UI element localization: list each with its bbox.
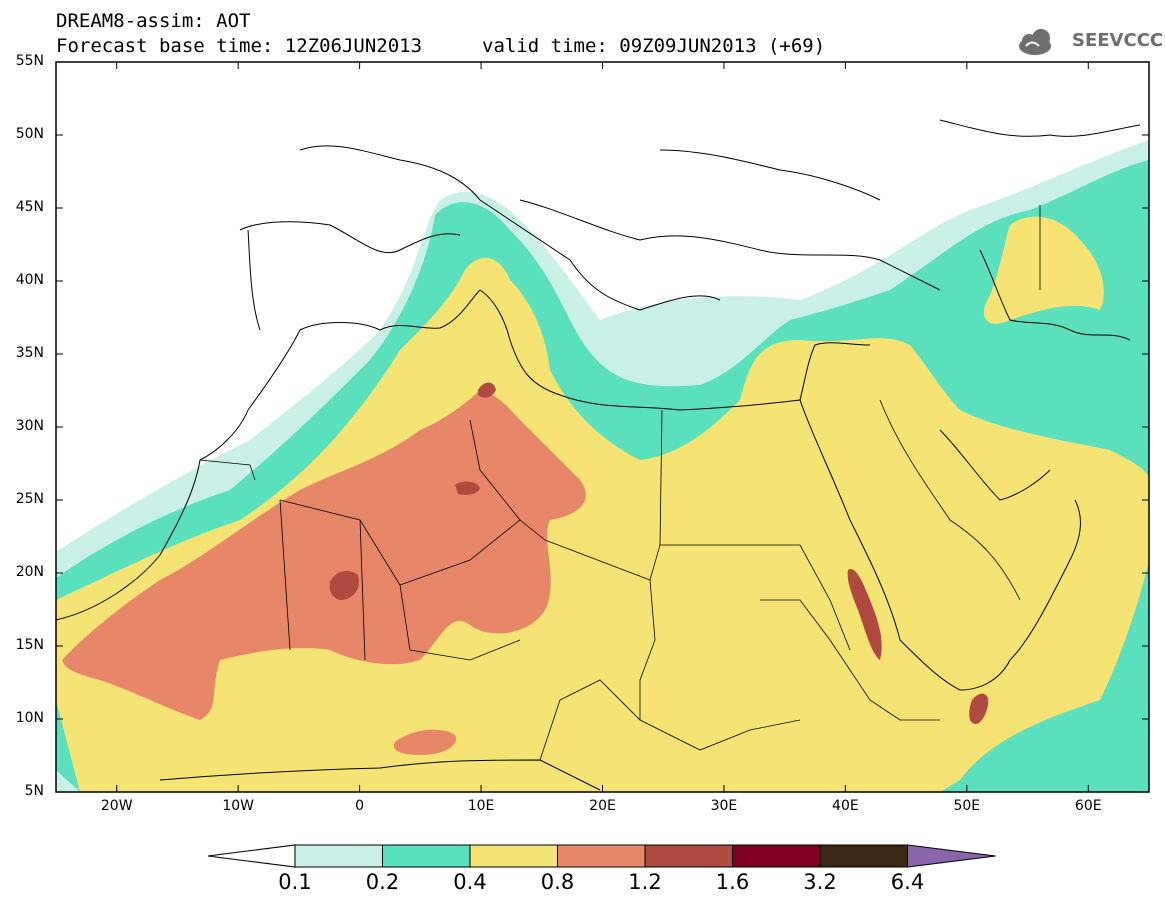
lon-label: 50E (953, 798, 981, 814)
aot-band-0.8 (62, 390, 586, 720)
colorbar-label: 0.1 (278, 870, 312, 894)
lat-label: 40N (15, 272, 44, 288)
aot-band-1.2-somalia (969, 693, 989, 725)
lat-label: 45N (15, 199, 44, 215)
colorbar-swatch (644, 844, 733, 868)
colorbar-arrow-left (207, 844, 296, 868)
lon-ticks (116, 62, 1089, 792)
cloud-icon (1019, 29, 1051, 55)
lat-label: 35N (15, 345, 44, 361)
forecast-base-time: Forecast base time: 12Z06JUN2013 (56, 35, 423, 57)
aot-band-1.2-tunisia (478, 382, 496, 398)
aot-band-0.4 (56, 257, 1149, 792)
aot-band-0.4-caspian (983, 216, 1104, 324)
lon-label: 0 (355, 798, 365, 814)
logo (1019, 29, 1051, 55)
aot-band-1.2-eritrea (847, 569, 882, 660)
colorbar-swatch (294, 844, 383, 868)
lat-label: 15N (15, 637, 44, 653)
lon-label: 30E (710, 798, 738, 814)
lon-label: 60E (1074, 798, 1102, 814)
lon-label: 40E (832, 798, 859, 814)
colorbar-swatch (732, 844, 821, 868)
colorbar-label: 1.2 (628, 870, 662, 894)
lon-label: 10E (467, 798, 495, 814)
colorbar-swatch (819, 844, 908, 868)
borders (199, 205, 1041, 761)
lat-label: 55N (15, 53, 44, 69)
title-line-1: DREAM8-assim: AOT (56, 10, 251, 32)
aot-band-1.2-mali (329, 570, 359, 600)
colorbar-label: 0.4 (453, 870, 487, 894)
colorbar-label: 6.4 (890, 870, 925, 894)
coastlines (56, 119, 1141, 791)
lon-label: 20E (589, 798, 616, 814)
colorbar (207, 844, 996, 868)
colorbar-swatch (557, 844, 646, 868)
colorbar-swatch (469, 844, 558, 868)
lat-label: 50N (15, 126, 44, 142)
aot-band-0.8-nigeria (393, 729, 456, 755)
lon-label: 10W (222, 798, 254, 814)
aot-band-1.2-libya (455, 481, 480, 495)
colorbar-label: 1.6 (715, 870, 750, 894)
lat-label: 25N (15, 491, 44, 507)
lat-label: 30N (15, 418, 44, 434)
valid-time: valid time: 09Z09JUN2013 (+69) (482, 35, 826, 57)
colorbar-arrow-right (907, 844, 996, 868)
colorbar-label: 3.2 (803, 870, 837, 894)
lat-label: 20N (15, 564, 44, 580)
lat-label: 10N (15, 710, 44, 726)
logo-text: SEEVCCC (1072, 30, 1164, 51)
lat-ticks (56, 61, 1149, 793)
lat-label: 5N (24, 783, 44, 799)
colorbar-swatch (382, 844, 471, 868)
colorbar-label: 0.8 (540, 870, 575, 894)
lon-label: 20W (100, 798, 133, 814)
colorbar-label: 0.2 (365, 870, 400, 894)
